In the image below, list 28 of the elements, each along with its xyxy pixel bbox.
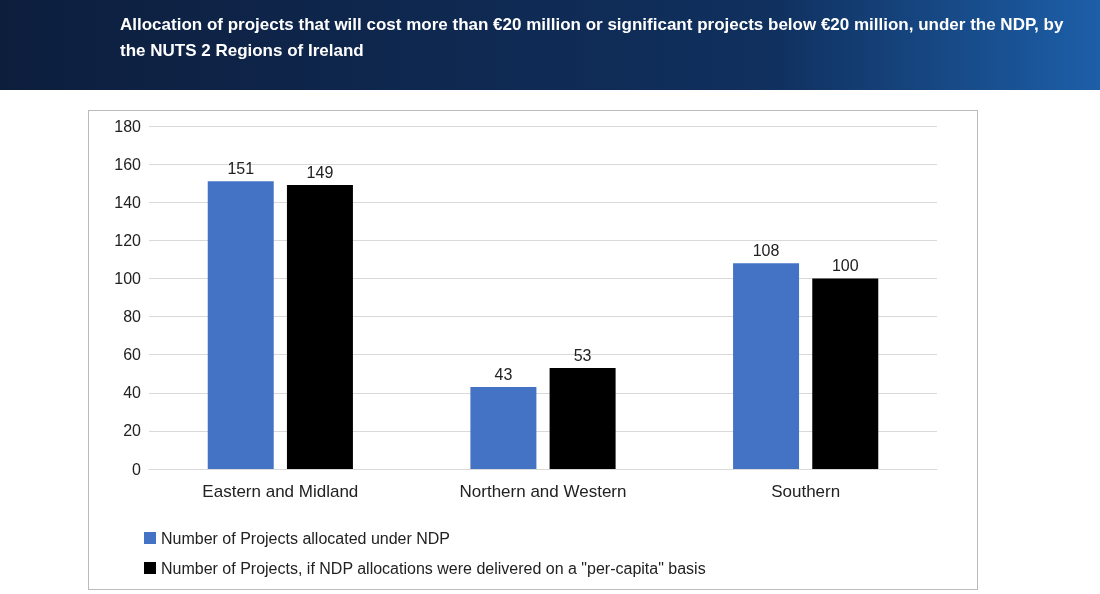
chart-title: Allocation of projects that will cost more than €20 million or significant projects below €20 million, under the NDP, by the NUTS 2 Regions of Ireland [120, 14, 1065, 62]
y-tick-label: 80 [123, 308, 142, 326]
data-label: 53 [573, 346, 592, 364]
y-tick-label: 0 [132, 460, 142, 478]
bar [207, 181, 274, 469]
y-tick-label: 140 [114, 193, 142, 211]
y-tick-label: 40 [123, 384, 142, 402]
x-tick-label: Eastern and Midland [202, 482, 359, 501]
bar [812, 278, 879, 469]
bar [286, 185, 353, 469]
y-tick-label: 100 [114, 269, 142, 287]
bar [470, 387, 537, 469]
bar [549, 368, 616, 469]
legend-label: Number of Projects allocated under NDP [161, 529, 451, 547]
y-tick-label: 180 [114, 117, 142, 135]
y-tick-label: 60 [123, 346, 142, 364]
y-tick-label: 120 [114, 231, 142, 249]
bar [733, 263, 800, 469]
data-label: 43 [494, 365, 513, 383]
legend-label: Number of Projects, if NDP allocations were delivered on a "per-capita" basis [161, 559, 706, 577]
x-tick-label: Northern and Western [459, 482, 627, 501]
y-tick-label: 20 [123, 422, 142, 440]
data-label: 151 [227, 159, 255, 177]
y-tick-label: 160 [114, 155, 142, 173]
data-label: 149 [306, 163, 334, 181]
x-tick-label: Southern [771, 482, 841, 501]
data-label: 100 [831, 256, 859, 274]
data-label: 108 [752, 241, 780, 259]
